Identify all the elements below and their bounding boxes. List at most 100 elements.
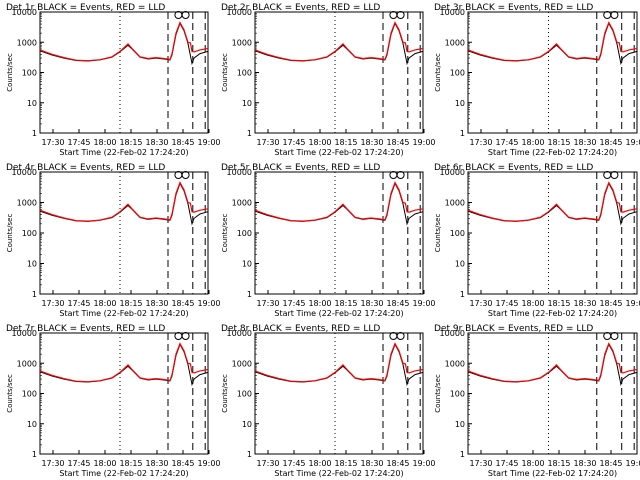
lld-series-line [254, 342, 424, 383]
x-tick-label: 19:00 [625, 299, 640, 308]
x-tick-label: 18:15 [119, 299, 142, 308]
peak-marker [603, 171, 612, 179]
detector-panel-3: Det 3r BLACK = Events, RED = LLD 1 10 100 10… [434, 3, 640, 157]
peak-marker [610, 11, 619, 19]
y-tick-label: 1000 [232, 199, 252, 208]
peak-marker [174, 332, 183, 340]
x-tick-label: 19:00 [197, 299, 220, 308]
y-tick-label: 100 [237, 229, 252, 238]
plot-frame [467, 11, 638, 134]
x-tick-label: 17:30 [469, 299, 492, 308]
y-tick-label: 10000 [227, 168, 252, 177]
x-tick-label: 17:30 [41, 459, 64, 468]
x-tick-label: 17:45 [495, 299, 518, 308]
y-tick-label: 100 [22, 229, 37, 238]
x-tick-label: 18:30 [360, 138, 383, 147]
y-tick-label: 100 [237, 69, 252, 78]
x-tick-label: 18:15 [334, 459, 357, 468]
x-axis-label: Start Time (22-Feb-02 17:24:20) [274, 148, 403, 157]
x-tick-label: 18:15 [119, 138, 142, 147]
x-axis-label: Start Time (22-Feb-02 17:24:20) [59, 309, 188, 318]
plot-frame [467, 332, 638, 455]
x-tick-label: 19:00 [412, 299, 435, 308]
panel-title: Det 5r BLACK = Events, RED = LLD [221, 163, 380, 173]
lld-series-line [467, 181, 638, 222]
y-tick-label: 10 [27, 99, 37, 108]
x-tick-label: 18:15 [547, 138, 570, 147]
x-tick-label: 19:00 [197, 138, 220, 147]
detector-panel-5: Det 5r BLACK = Events, RED = LLD 1 10 100 10… [221, 163, 436, 318]
x-tick-label: 18:45 [599, 138, 622, 147]
peak-marker [181, 332, 190, 340]
x-tick-label: 18:30 [573, 138, 596, 147]
x-tick-label: 18:15 [119, 459, 142, 468]
y-tick-label: 1000 [17, 199, 37, 208]
y-tick-label: 1 [32, 450, 37, 459]
plot-frame [39, 11, 209, 134]
y-axis-label: Counts/sec [221, 214, 229, 253]
peak-marker [174, 11, 183, 19]
x-axis-label: Start Time (22-Feb-02 17:24:20) [274, 309, 403, 318]
panel-title: Det 8r BLACK = Events, RED = LLD [221, 324, 380, 334]
y-tick-label: 1 [32, 129, 37, 138]
lld-series-line [39, 342, 209, 383]
x-tick-label: 18:30 [360, 459, 383, 468]
detector-panel-9: Det 9r BLACK = Events, RED = LLD 1 10 100 10… [434, 324, 640, 478]
x-tick-label: 18:00 [521, 299, 544, 308]
y-tick-label: 1 [32, 290, 37, 299]
peak-marker [610, 171, 619, 179]
lld-series-line [254, 181, 424, 222]
x-tick-label: 17:45 [495, 459, 518, 468]
y-tick-label: 100 [22, 69, 37, 78]
x-tick-label: 18:30 [145, 138, 168, 147]
panel-title: Det 2r BLACK = Events, RED = LLD [221, 3, 380, 13]
peak-marker [389, 332, 398, 340]
y-tick-label: 100 [450, 69, 465, 78]
plot-frame [254, 171, 424, 295]
y-tick-label: 10000 [227, 329, 252, 338]
x-tick-label: 17:45 [495, 138, 518, 147]
lld-series-line [39, 181, 209, 222]
y-tick-label: 10 [242, 420, 252, 429]
x-tick-label: 18:45 [171, 138, 194, 147]
x-tick-label: 19:00 [412, 138, 435, 147]
y-tick-label: 10000 [440, 168, 465, 177]
x-axis-label: Start Time (22-Feb-02 17:24:20) [59, 469, 188, 478]
x-tick-label: 18:30 [145, 299, 168, 308]
y-tick-label: 100 [450, 390, 465, 399]
x-tick-label: 18:45 [386, 299, 409, 308]
x-tick-label: 18:45 [171, 459, 194, 468]
peak-marker [603, 11, 612, 19]
x-tick-label: 18:15 [547, 459, 570, 468]
plot-frame [467, 171, 638, 295]
peak-marker [396, 332, 405, 340]
y-tick-label: 1 [247, 129, 252, 138]
y-axis-label: Counts/sec [221, 374, 229, 413]
x-tick-label: 18:00 [308, 459, 331, 468]
y-tick-label: 1000 [17, 38, 37, 47]
y-tick-label: 1 [247, 450, 252, 459]
x-tick-label: 18:00 [93, 299, 116, 308]
x-tick-label: 19:00 [412, 459, 435, 468]
y-tick-label: 10000 [440, 329, 465, 338]
x-axis-label: Start Time (22-Feb-02 17:24:20) [488, 309, 617, 318]
plot-frame [254, 332, 424, 455]
y-tick-label: 1 [247, 290, 252, 299]
y-tick-label: 100 [450, 229, 465, 238]
peak-marker [389, 11, 398, 19]
panel-title: Det 4r BLACK = Events, RED = LLD [6, 163, 165, 173]
detector-panel-8: Det 8r BLACK = Events, RED = LLD 1 10 100 10… [221, 324, 436, 478]
y-axis-label: Counts/sec [221, 53, 229, 92]
x-tick-label: 17:30 [41, 299, 64, 308]
detector-panel-6: Det 6r BLACK = Events, RED = LLD 1 10 100 10… [434, 163, 640, 318]
x-tick-label: 18:30 [573, 459, 596, 468]
y-tick-label: 1 [460, 129, 465, 138]
peak-marker [396, 11, 405, 19]
x-tick-label: 18:30 [360, 299, 383, 308]
peak-marker [396, 171, 405, 179]
y-axis-label: Counts/sec [434, 53, 442, 92]
x-tick-label: 18:00 [308, 138, 331, 147]
panel-title: Det 3r BLACK = Events, RED = LLD [434, 3, 593, 13]
x-tick-label: 18:45 [599, 299, 622, 308]
